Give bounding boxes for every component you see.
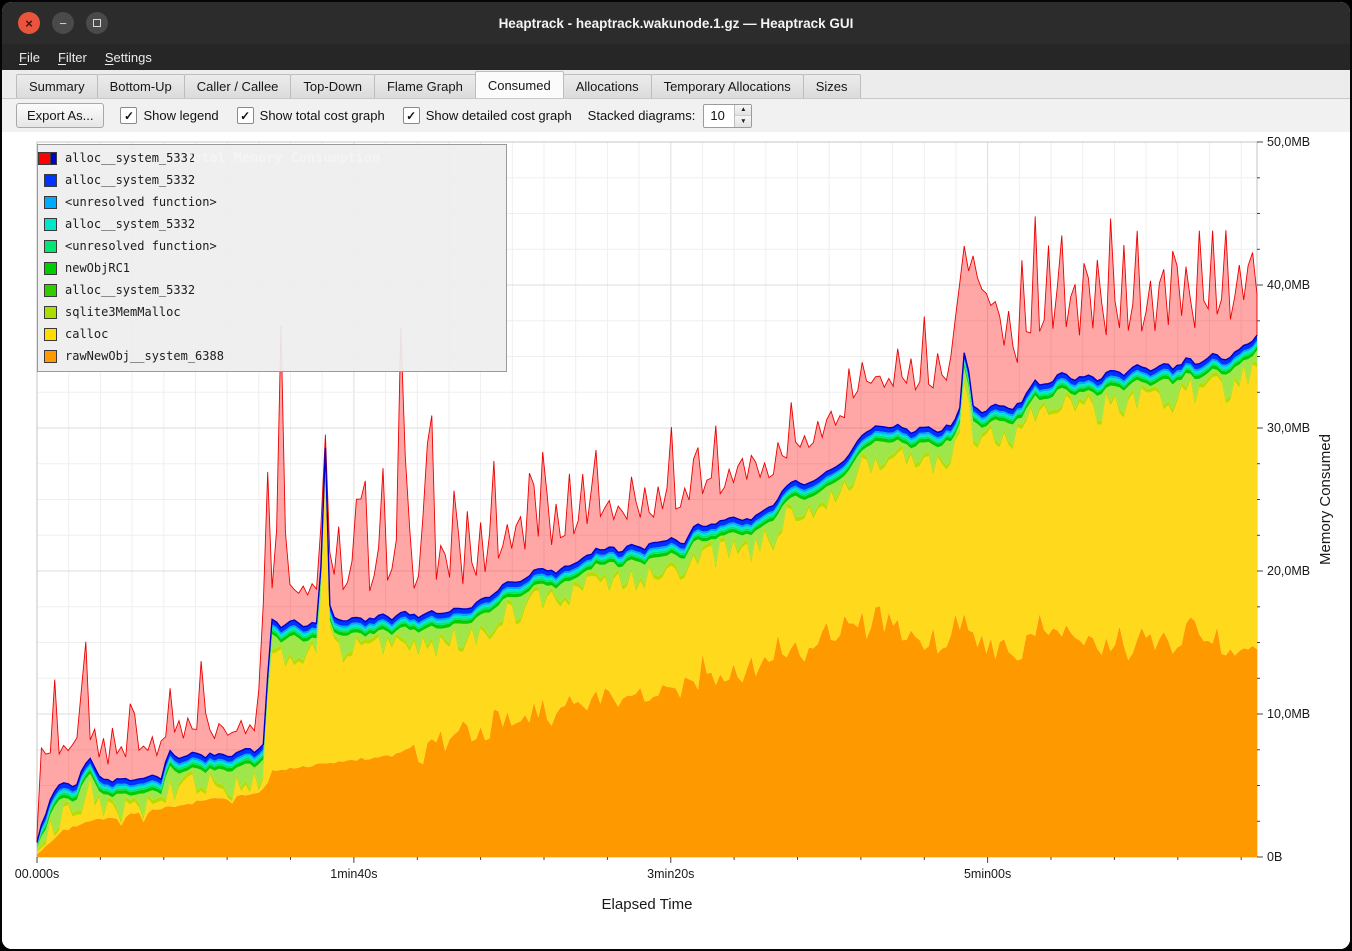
legend-item[interactable]: newObjRC1 [44,257,500,279]
checkbox-group: ✓ Show legend ✓ Show total cost graph ✓ Show … [120,107,572,124]
checkbox-box[interactable]: ✓ [236,107,254,124]
stacked-diagrams-value[interactable]: 10 [710,108,725,123]
checkbox-box[interactable]: ✓ [402,107,420,124]
y-axis-title: Memory Consumed [1317,434,1334,565]
legend-swatch [44,327,57,341]
spin-up-button[interactable]: ▲ [735,104,752,115]
y-tick-label: 40,0MB [1267,278,1310,292]
checkbox-show-legend[interactable]: ✓ Show legend [120,107,219,124]
legend-label: sqlite3MemMalloc [65,305,181,319]
legend-item[interactable]: rawNewObj__system_6388 [44,345,500,367]
legend-label: alloc__system_5332 [65,151,196,165]
y-tick-label: 0B [1267,850,1282,864]
legend-swatch [44,173,57,187]
x-tick-label: 1min40s [330,867,377,881]
title-bar: × − Heaptrack - heaptrack.wakunode.1.gz … [2,2,1350,44]
legend-item[interactable]: sqlite3MemMalloc [44,301,500,323]
spin-down-icon: ▼ [740,117,747,125]
minimize-icon: − [59,15,67,31]
y-tick-label: 30,0MB [1267,421,1310,435]
x-axis-title: Elapsed Time [602,896,693,913]
y-tick-label: 20,0MB [1267,564,1310,578]
x-tick-label: 3min20s [647,867,694,881]
close-icon: × [25,15,33,31]
tab-flame-graph[interactable]: Flame Graph [373,74,476,98]
stacked-diagrams-label: Stacked diagrams: [587,108,696,123]
x-tick-label: 00.000s [15,867,59,881]
legend-item[interactable]: alloc__system_5332 [44,279,500,301]
legend-label: <unresolved function> [65,195,217,209]
legend-title-row[interactable]: Total Memory Consumption [38,147,506,169]
close-button[interactable]: × [18,12,40,34]
legend-label: <unresolved function> [65,239,217,253]
legend-item[interactable]: alloc__system_5332 [44,213,500,235]
legend-item[interactable]: <unresolved function> [44,191,500,213]
legend-swatch [44,283,57,297]
chart-legend: Total Memory Consumption alloc__system_53… [37,144,507,372]
checkbox-label: Show legend [143,108,219,123]
legend-label: newObjRC1 [65,261,131,275]
legend-swatch [44,305,57,319]
legend-label: calloc [65,327,109,341]
legend-swatch [44,195,57,209]
area-calloc [37,364,1257,855]
maximize-icon [93,19,101,27]
toolbar: Export As... ✓ Show legend ✓ Show total cos… [2,99,1350,132]
legend-label: rawNewObj__system_6388 [65,349,224,363]
legend-label: Total Memory Consumption [184,150,381,166]
checkbox-box[interactable]: ✓ [120,107,138,124]
y-tick-label: 50,0MB [1267,135,1310,149]
spin-down-button[interactable]: ▼ [735,115,752,127]
legend-swatch [44,239,57,253]
x-tick-label: 5min00s [964,867,1011,881]
export-as-button[interactable]: Export As... [16,103,105,128]
legend-swatch [44,261,57,275]
tab-consumed[interactable]: Consumed [474,71,564,98]
checkbox-show-detailed-cost-graph[interactable]: ✓ Show detailed cost graph [402,107,572,124]
tab-summary[interactable]: Summary [16,74,98,98]
consumed-chart-area[interactable]: 00.000s 1min40s 3min20s 5min00s 0B 10,0MB 20,0… [2,132,1350,949]
tab-caller-callee[interactable]: Caller / Callee [183,74,292,98]
checkbox-label: Show detailed cost graph [425,108,572,123]
tab-allocations[interactable]: Allocations [562,74,652,98]
memory-chart-svg[interactable]: 00.000s 1min40s 3min20s 5min00s 0B 10,0MB 20,0… [2,132,1350,949]
checkbox-show-total-cost-graph[interactable]: ✓ Show total cost graph [236,107,385,124]
window-controls: × − [18,12,108,34]
window-title: Heaptrack - heaptrack.wakunode.1.gz — He… [498,15,854,31]
tab-bar: Summary Bottom-Up Caller / Callee Top-Down F… [2,70,1350,99]
tab-temporary-allocations[interactable]: Temporary Allocations [650,74,804,98]
tab-sizes[interactable]: Sizes [802,74,861,98]
legend-item[interactable]: <unresolved function> [44,235,500,257]
stacked-diagrams-spinbox[interactable]: 10 ▲ ▼ [703,103,753,128]
legend-swatch [44,349,57,363]
tab-bottom-up[interactable]: Bottom-Up [96,74,185,98]
axes: 00.000s 1min40s 3min20s 5min00s 0B 10,0MB 20,0… [15,135,1334,913]
checkbox-label: Show total cost graph [259,108,385,123]
maximize-button[interactable] [86,12,108,34]
spinner-buttons: ▲ ▼ [734,104,752,127]
blue-top-line [36,334,1258,843]
legend-item[interactable]: calloc [44,323,500,345]
legend-swatch [38,151,51,165]
legend-label: alloc__system_5332 [65,217,196,231]
legend-label: alloc__system_5332 [65,173,196,187]
legend-swatch [44,217,57,231]
minimize-button[interactable]: − [52,12,74,34]
spin-up-icon: ▲ [740,106,747,114]
legend-item[interactable]: alloc__system_5332 [44,169,500,191]
area-rawnewobj-system-6388 [37,606,1257,857]
y-tick-label: 10,0MB [1267,707,1310,721]
legend-label: alloc__system_5332 [65,283,196,297]
stacked-diagrams-group: Stacked diagrams: 10 ▲ ▼ [587,103,753,128]
tab-top-down[interactable]: Top-Down [290,74,375,98]
